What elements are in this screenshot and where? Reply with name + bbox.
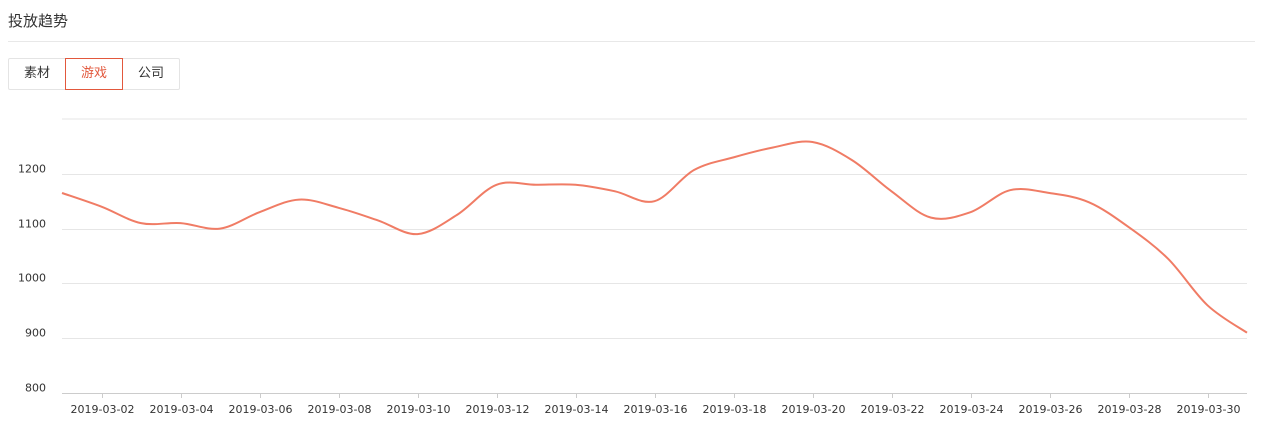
x-tick-label: 2019-03-04 [150,403,214,416]
y-tick-label: 1000 [18,272,46,285]
x-tick-label: 2019-03-06 [229,403,293,416]
x-tick-label: 2019-03-26 [1019,403,1083,416]
x-tick-label: 2019-03-02 [71,403,135,416]
y-tick-label: 900 [25,327,46,340]
tab-game[interactable]: 游戏 [65,58,124,90]
x-tick-label: 2019-03-22 [861,403,925,416]
x-tick-label: 2019-03-12 [466,403,530,416]
x-tick-label: 2019-03-18 [703,403,767,416]
x-tick-label: 2019-03-14 [545,403,609,416]
page-title: 投放趋势 [8,12,69,30]
x-tick-label: 2019-03-08 [308,403,372,416]
title-divider [8,41,1255,42]
y-tick-label: 1100 [18,218,46,231]
x-tick-label: 2019-03-10 [387,403,451,416]
y-tick-label: 800 [25,382,46,395]
y-tick-label: 1200 [18,163,46,176]
x-tick-label: 2019-03-30 [1177,403,1241,416]
x-tick-label: 2019-03-20 [782,403,846,416]
trend-line-chart: 800 900 1000 1100 1200 2019-03-02 2019-03-04 20… [18,118,1248,416]
x-tick-label: 2019-03-24 [940,403,1004,416]
tab-company[interactable]: 公司 [122,58,181,90]
category-tabs: 素材 游戏 公司 [8,58,181,90]
x-tick-label: 2019-03-28 [1098,403,1162,416]
tab-material[interactable]: 素材 [8,58,67,90]
series-line-0 [61,140,1248,334]
x-tick-label: 2019-03-16 [624,403,688,416]
